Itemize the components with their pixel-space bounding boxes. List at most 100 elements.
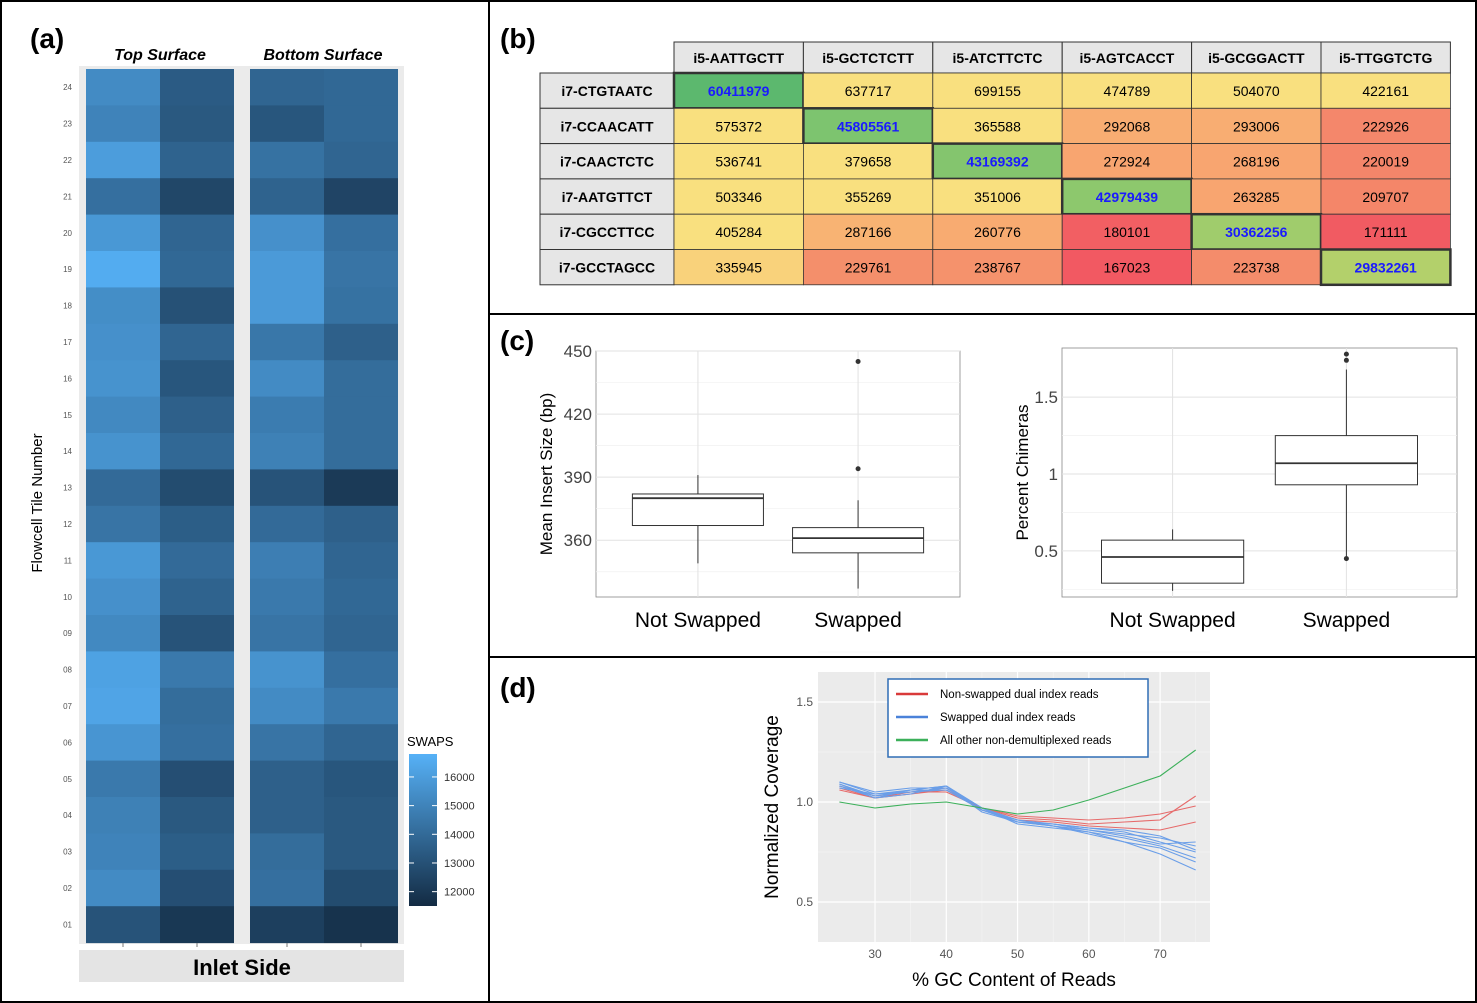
panel-b-label: (b) <box>500 23 536 54</box>
heatmap-cell <box>160 396 234 434</box>
heatmap-cell <box>324 396 398 434</box>
heatmap-tile-labels: 24 23 22 21 20 19 18 17 16 15 14 13 12 11 10 09 08 07 06 05… <box>63 83 72 929</box>
tile-label: 24 <box>63 83 72 92</box>
plot-area <box>595 350 961 598</box>
heatmap-cell <box>250 651 324 689</box>
heatmap-cell <box>250 178 324 216</box>
heatmap-cell <box>250 105 324 143</box>
table-value: 293006 <box>1233 118 1280 134</box>
table-cell <box>673 107 804 145</box>
tile-label: 06 <box>63 738 72 747</box>
legend-entry: Non-swapped dual index reads <box>940 689 1099 701</box>
panel-b: (b) i5-AATTGCTT i5-GCTCTCTT i5-ATCTTCTC i5-… <box>500 23 1452 287</box>
table-value: 405284 <box>715 224 762 240</box>
table-value: 45805561 <box>837 118 900 134</box>
heatmap-cell <box>160 760 234 798</box>
tile-label: 05 <box>63 775 72 784</box>
tile-label: 10 <box>63 593 72 602</box>
tile-label: 02 <box>63 884 72 893</box>
heatmap-cell <box>250 433 324 470</box>
heatmap-cell <box>324 323 398 361</box>
column-header-cell <box>802 41 934 74</box>
heatmap-cell <box>86 251 160 288</box>
x-tick-label: 60 <box>1082 947 1096 961</box>
heatmap-cell <box>324 287 398 325</box>
table-value: 504070 <box>1233 83 1280 99</box>
x-tick-label: 70 <box>1153 947 1167 961</box>
table-cell <box>1320 213 1451 250</box>
heatmap-cell <box>160 797 234 834</box>
table-cell <box>932 249 1063 286</box>
heatmap-cell <box>86 214 160 252</box>
heatmap-cell <box>86 542 160 580</box>
column-header: i5-AGTCACCT <box>1079 50 1174 66</box>
box <box>1101 539 1245 584</box>
row-header: i7-AATGTTCT <box>562 189 653 205</box>
heatmap-cell <box>250 869 324 907</box>
heatmap-cell <box>250 469 324 507</box>
heatmap-cell <box>324 141 398 179</box>
y-tick-label: 1 <box>1049 465 1058 484</box>
row-header-cell <box>539 249 675 286</box>
tile-label: 14 <box>63 447 72 456</box>
heatmap-cell <box>160 651 234 689</box>
y-tick-label: 360 <box>564 531 592 550</box>
table-value: 268196 <box>1233 154 1280 170</box>
insert-size-boxplot: 360 390 420 450 Mean Insert Size (bp) Not Swa… <box>537 342 961 632</box>
series-line <box>839 749 1197 815</box>
legend-colorbar <box>409 754 437 906</box>
heatmap-cell <box>250 323 324 361</box>
heatmap-cell <box>324 105 398 143</box>
row-header-cell <box>539 72 675 109</box>
row-header: i7-CTGTAATC <box>561 83 652 99</box>
row-header: i7-GCCTAGCC <box>559 260 655 276</box>
heatmap-cell <box>86 505 160 543</box>
heatmap-cell <box>160 869 234 907</box>
table-cell <box>1061 213 1192 250</box>
column-header-cell <box>1320 41 1451 74</box>
y-tick-label: 450 <box>564 342 592 361</box>
heatmap-cell <box>160 69 234 106</box>
heatmap-cell <box>250 542 324 580</box>
series-line <box>839 781 1196 863</box>
box <box>792 527 925 554</box>
table-cell <box>1191 107 1322 145</box>
table-value: 355269 <box>845 189 892 205</box>
category-label: Swapped <box>814 609 902 632</box>
heatmap-cell <box>160 615 234 652</box>
y-tick-label: 390 <box>564 468 592 487</box>
tile-label: 03 <box>63 848 72 857</box>
table-cell <box>1320 72 1451 109</box>
tile-label: 13 <box>63 484 72 493</box>
heatmap-cell <box>160 687 234 725</box>
table-cell <box>673 178 804 215</box>
heatmap-cell <box>250 760 324 798</box>
legend-tick-label: 13000 <box>444 858 475 870</box>
tile-label: 21 <box>63 192 72 201</box>
heatmap-cell <box>250 687 324 725</box>
table-value: 238767 <box>974 260 1021 276</box>
tile-label: 23 <box>63 120 72 129</box>
panel-d-label: (d) <box>500 672 536 703</box>
heatmap-cell <box>86 578 160 616</box>
table-cell <box>1320 178 1451 215</box>
panel-c: (c) 360 390 420 450 Mean Insert Size (bp) Not… <box>500 325 1458 632</box>
panel-a: (a) Top Surface Bottom Surface Flowcell … <box>29 23 475 982</box>
heatmap-cell <box>324 687 398 725</box>
legend-tick-label: 15000 <box>444 801 475 813</box>
table-value: 536741 <box>715 154 762 170</box>
heatmap-cell <box>160 542 234 580</box>
table-value: 575372 <box>715 118 762 134</box>
series-line <box>839 783 1196 851</box>
heatmap-cell <box>160 833 234 871</box>
heatmap-cell <box>160 906 234 944</box>
table-cell <box>1320 107 1451 145</box>
heatmap-x-ticks <box>122 943 362 947</box>
inlet-side-strip <box>79 950 404 982</box>
legend-tick-label: 14000 <box>444 829 475 841</box>
table-value: 223738 <box>1233 260 1280 276</box>
heatmap-cell <box>250 505 324 543</box>
heatmap-cell <box>160 505 234 543</box>
